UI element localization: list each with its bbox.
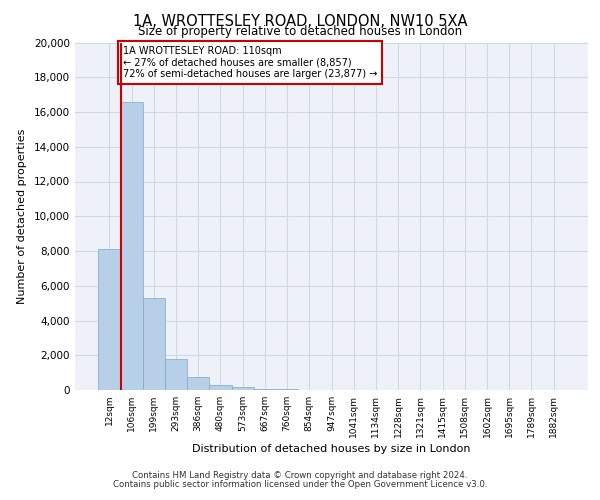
Text: 1A, WROTTESLEY ROAD, LONDON, NW10 5XA: 1A, WROTTESLEY ROAD, LONDON, NW10 5XA [133, 14, 467, 29]
Bar [98, 250, 121, 390]
Bar [121, 102, 143, 390]
Bar [209, 386, 232, 390]
Bar [143, 298, 165, 390]
Bar [254, 388, 276, 390]
Bar [165, 358, 187, 390]
Text: Size of property relative to detached houses in London: Size of property relative to detached ho… [138, 25, 462, 38]
Y-axis label: Number of detached properties: Number of detached properties [17, 128, 27, 304]
Bar [187, 378, 209, 390]
Text: 1A WROTTESLEY ROAD: 110sqm
← 27% of detached houses are smaller (8,857)
72% of s: 1A WROTTESLEY ROAD: 110sqm ← 27% of deta… [123, 46, 377, 79]
Bar [232, 387, 254, 390]
Text: Contains public sector information licensed under the Open Government Licence v3: Contains public sector information licen… [113, 480, 487, 489]
X-axis label: Distribution of detached houses by size in London: Distribution of detached houses by size … [192, 444, 471, 454]
Text: Contains HM Land Registry data © Crown copyright and database right 2024.: Contains HM Land Registry data © Crown c… [132, 471, 468, 480]
